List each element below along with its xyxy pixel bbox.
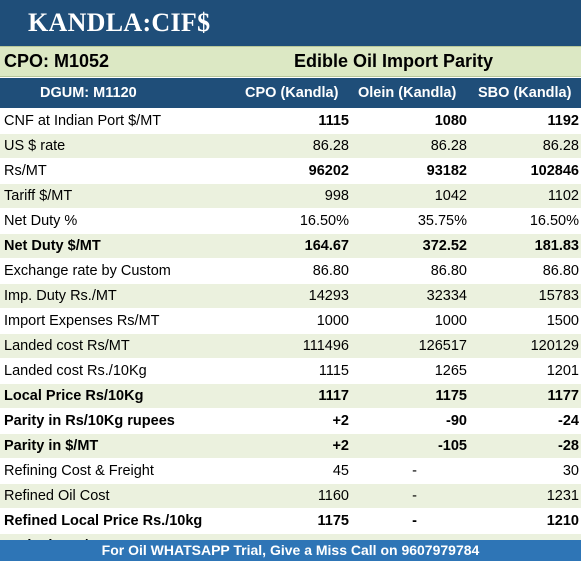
row-label: Net Duty $/MT	[0, 233, 250, 259]
cpo-value: 96202	[250, 158, 351, 184]
row-label: Import Expenses Rs/MT	[0, 308, 250, 334]
olein-value: 93182	[351, 158, 469, 184]
cpo-value: 16.50%	[250, 208, 351, 234]
sbo-value: 181.83	[469, 233, 581, 259]
table-row: CNF at Indian Port $/MT 1115 1080 1192	[0, 109, 581, 134]
sbo-value: 1192	[469, 109, 581, 134]
row-label: Refined Oil Cost	[0, 483, 250, 509]
olein-value: -90	[351, 408, 469, 434]
column-header-olein: Olein (Kandla)	[358, 85, 457, 101]
olein-value: -	[351, 508, 469, 534]
table-row: Landed cost Rs./10Kg 1115 1265 1201	[0, 358, 581, 384]
table-row: Exchange rate by Custom 86.80 86.80 86.80	[0, 258, 581, 284]
row-label: Landed cost Rs./10Kg	[0, 358, 250, 384]
row-label: Tariff $/MT	[0, 183, 250, 209]
sbo-value: 1500	[469, 308, 581, 334]
sbo-value: 1201	[469, 358, 581, 384]
sbo-value: 1231	[469, 483, 581, 509]
cpo-value: +2	[250, 408, 351, 434]
olein-value: 86.80	[351, 258, 469, 284]
cpo-value: 45	[250, 458, 351, 484]
sbo-value: 1102	[469, 183, 581, 209]
sbo-value: 16.50%	[469, 208, 581, 234]
table-row: Local Price Rs/10Kg 1117 1175 1177	[0, 383, 581, 409]
subheader-report-title: Edible Oil Import Parity	[294, 51, 494, 71]
cpo-value: 1117	[250, 383, 351, 409]
olein-value: -	[351, 483, 469, 509]
table-row: Rs/MT 96202 93182 102846	[0, 158, 581, 184]
cpo-value: 1175	[250, 508, 351, 534]
olein-value: 35.75%	[351, 208, 469, 234]
olein-value: 1042	[351, 183, 469, 209]
cpo-value: 86.28	[250, 133, 351, 159]
table-row: Landed cost Rs/MT 111496 126517 120129	[0, 333, 581, 359]
row-label: Refined Local Price Rs./10kg	[0, 508, 250, 534]
table-row: Parity in $/MT +2 -105 -28	[0, 433, 581, 459]
table-row: Imp. Duty Rs./MT 14293 32334 15783	[0, 283, 581, 309]
table-row: Import Expenses Rs/MT 1000 1000 1500	[0, 308, 581, 334]
row-label: Net Duty %	[0, 208, 250, 234]
table-row: US $ rate 86.28 86.28 86.28	[0, 133, 581, 159]
row-label: Refining Cost & Freight	[0, 458, 250, 484]
table-row: Net Duty $/MT 164.67 372.52 181.83	[0, 233, 581, 259]
subheader-bar: CPO: M1052 Edible Oil Import Parity	[0, 46, 581, 77]
parity-table: CNF at Indian Port $/MT 1115 1080 1192 US $ …	[0, 109, 581, 559]
sbo-value: 120129	[469, 333, 581, 359]
table-row: Net Duty % 16.50% 35.75% 16.50%	[0, 208, 581, 234]
sbo-value: 15783	[469, 283, 581, 309]
sbo-value: 1177	[469, 383, 581, 409]
cpo-value: 1160	[250, 483, 351, 509]
cpo-value: 86.80	[250, 258, 351, 284]
sbo-value: 102846	[469, 158, 581, 184]
footer-banner: For Oil WHATSAPP Trial, Give a Miss Call…	[0, 540, 581, 561]
cpo-value: 164.67	[250, 233, 351, 259]
row-label: Rs/MT	[0, 158, 250, 184]
sbo-value: 86.80	[469, 258, 581, 284]
row-label: Imp. Duty Rs./MT	[0, 283, 250, 309]
olein-value: 1000	[351, 308, 469, 334]
olein-value: -105	[351, 433, 469, 459]
row-label: CNF at Indian Port $/MT	[0, 109, 250, 134]
sbo-value: 86.28	[469, 133, 581, 159]
cpo-value: 14293	[250, 283, 351, 309]
row-label: Parity in $/MT	[0, 433, 250, 459]
cpo-value: 1115	[250, 109, 351, 134]
table-row: Parity in Rs/10Kg rupees +2 -90 -24	[0, 408, 581, 434]
row-label: Parity in Rs/10Kg rupees	[0, 408, 250, 434]
cpo-value: 111496	[250, 333, 351, 359]
olein-value: 1080	[351, 109, 469, 134]
subheader-cpo-label: CPO: M1052	[4, 51, 110, 71]
table-row: Refined Local Price Rs./10kg 1175-1210	[0, 508, 581, 534]
sbo-value: -24	[469, 408, 581, 434]
sbo-value: 30	[469, 458, 581, 484]
sbo-value: 1210	[469, 508, 581, 534]
olein-value: -	[351, 458, 469, 484]
cpo-value: 998	[250, 183, 351, 209]
olein-value: 1265	[351, 358, 469, 384]
table-row: Refining Cost & Freight 45-30	[0, 458, 581, 484]
row-label: Exchange rate by Custom	[0, 258, 250, 284]
olein-value: 1175	[351, 383, 469, 409]
olein-value: 86.28	[351, 133, 469, 159]
cpo-value: 1115	[250, 358, 351, 384]
row-label: Local Price Rs/10Kg	[0, 383, 250, 409]
table-row: Refined Oil Cost 1160-1231	[0, 483, 581, 509]
title-bar: KANDLA:CIF$	[0, 0, 581, 46]
table-row: Tariff $/MT 998 1042 1102	[0, 183, 581, 209]
olein-value: 126517	[351, 333, 469, 359]
olein-value: 32334	[351, 283, 469, 309]
cpo-value: +2	[250, 433, 351, 459]
row-label: Landed cost Rs/MT	[0, 333, 250, 359]
column-header-sbo: SBO (Kandla)	[478, 85, 572, 101]
parity-table-body: CNF at Indian Port $/MT 1115 1080 1192 US $ …	[0, 109, 581, 559]
olein-value: 372.52	[351, 233, 469, 259]
page-title: KANDLA:CIF$	[28, 8, 211, 37]
cpo-value: 1000	[250, 308, 351, 334]
sbo-value: -28	[469, 433, 581, 459]
column-header-dgum: DGUM: M1120	[40, 85, 137, 101]
row-label: US $ rate	[0, 133, 250, 159]
column-header-row: DGUM: M1120 CPO (Kandla) Olein (Kandla) …	[0, 78, 581, 108]
column-header-cpo: CPO (Kandla)	[245, 85, 339, 101]
